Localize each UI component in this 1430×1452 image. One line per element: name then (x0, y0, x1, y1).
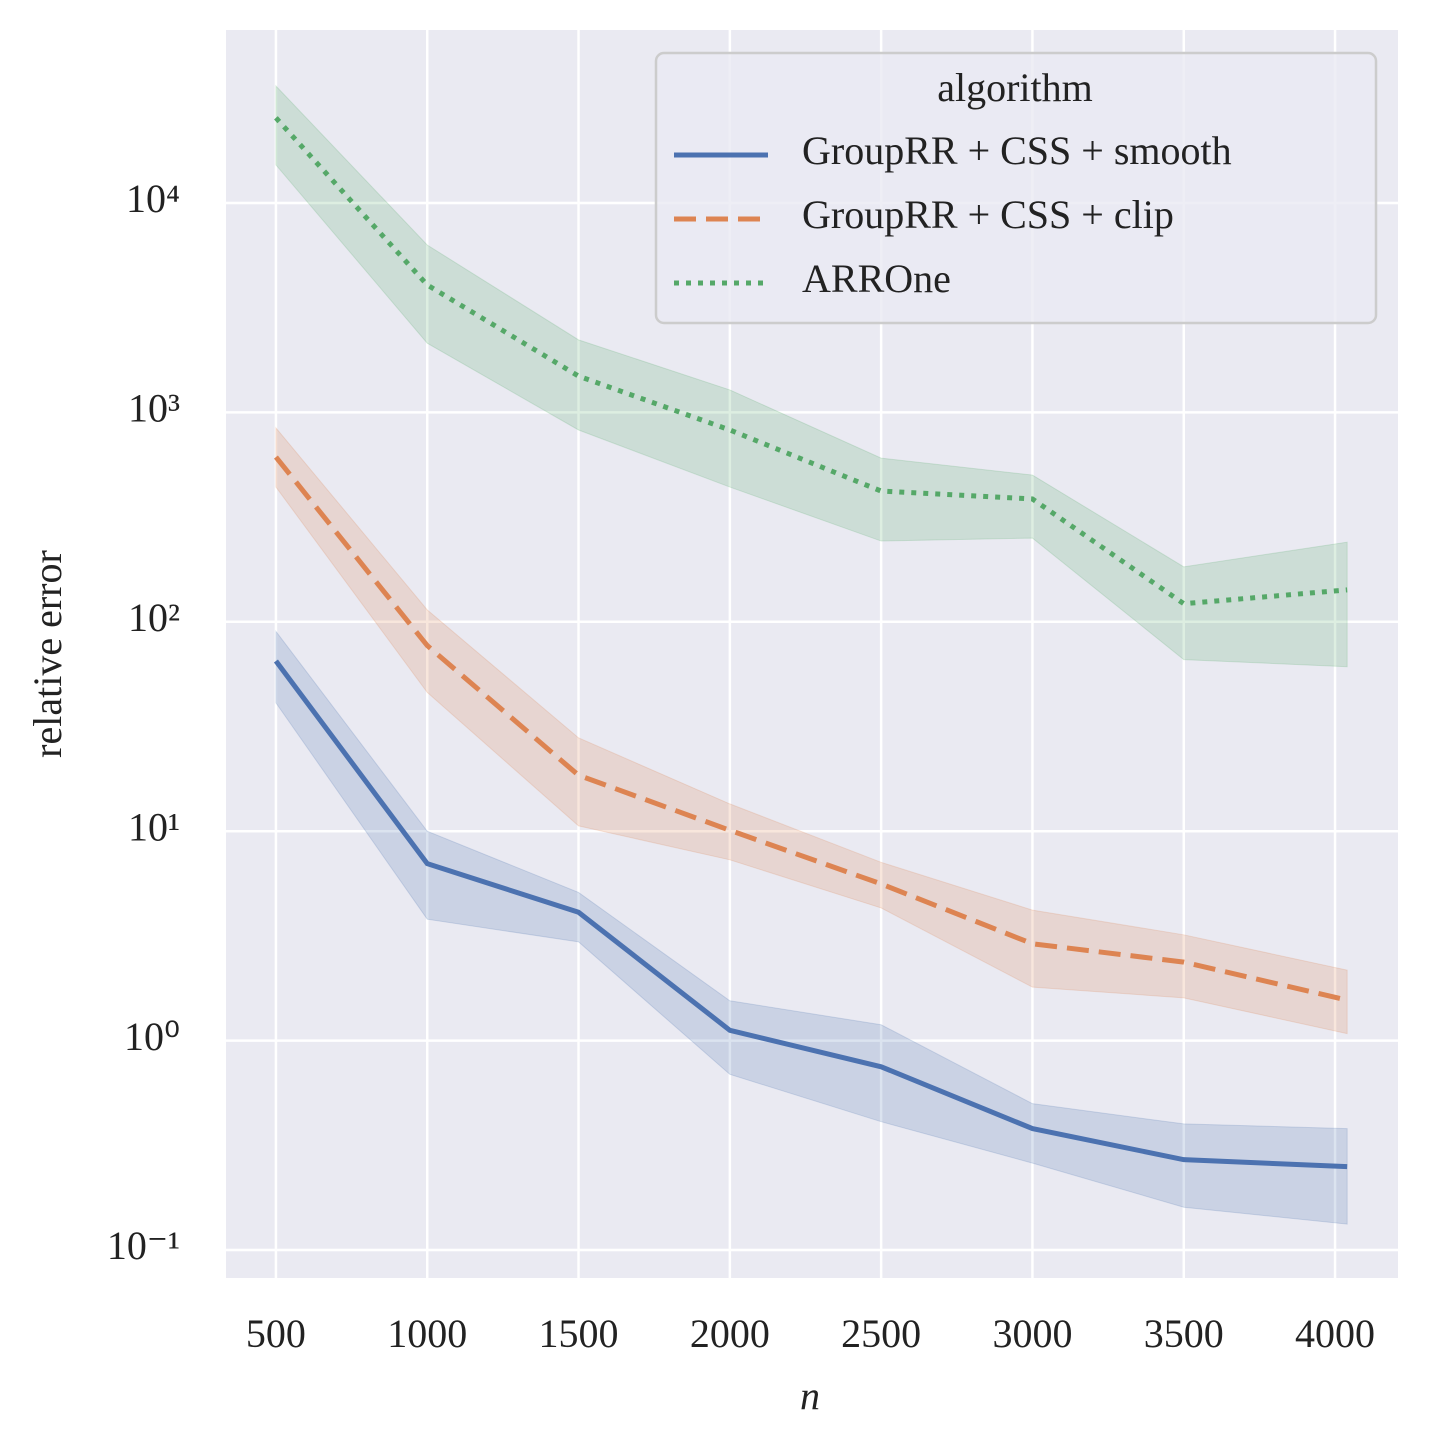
x-tick-label: 1500 (539, 1311, 619, 1356)
x-tick-label: 2500 (841, 1311, 921, 1356)
y-tick-label: 10⁰ (124, 1014, 180, 1059)
x-tick-label: 2000 (690, 1311, 770, 1356)
legend-box (654, 51, 1378, 325)
series-line (274, 116, 1348, 607)
legend-label: ARROne (802, 256, 951, 301)
y-axis-label: relative error (25, 550, 70, 758)
series-line (273, 455, 1348, 1003)
x-tick-label: 500 (246, 1311, 306, 1356)
y-tick-label: 10⁻¹ (107, 1223, 180, 1268)
legend: algorithm GroupRR + CSS + smooth GroupRR +… (654, 51, 1378, 325)
x-tick-label: 1000 (387, 1311, 467, 1356)
y-tick-label: 10⁴ (126, 176, 180, 221)
x-tick-label: 3500 (1144, 1311, 1224, 1356)
y-tick-label: 10¹ (128, 804, 180, 849)
y-tick-label: 10³ (128, 386, 180, 431)
legend-title: algorithm (937, 65, 1093, 110)
legend-label: GroupRR + CSS + clip (802, 192, 1174, 237)
series-line (273, 659, 1348, 1170)
y-tick-label: 10² (128, 595, 180, 640)
x-tick-label: 3000 (992, 1311, 1072, 1356)
confidence-band (275, 629, 1348, 1225)
legend-label: GroupRR + CSS + smooth (802, 128, 1232, 173)
confidence-band (275, 84, 1348, 668)
x-tick-label: 4000 (1295, 1311, 1375, 1356)
x-axis-label: n (800, 1373, 820, 1418)
